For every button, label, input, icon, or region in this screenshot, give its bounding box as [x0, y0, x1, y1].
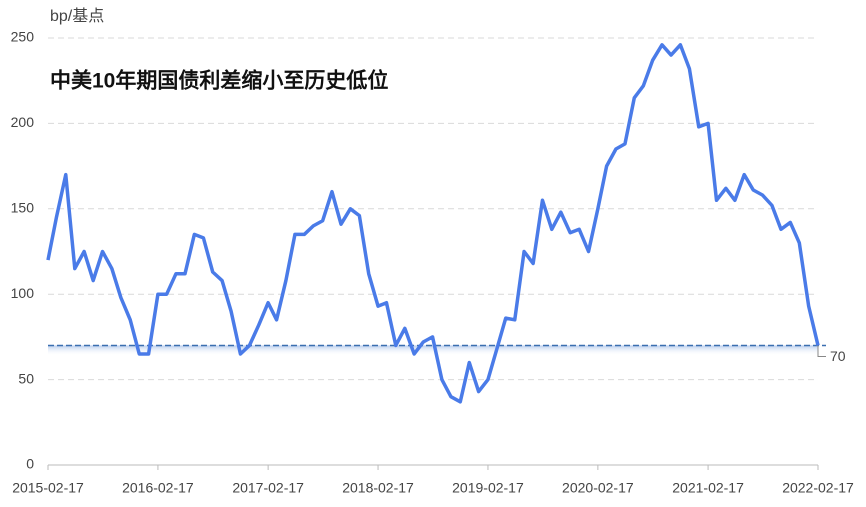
x-tick-label: 2020-02-17: [562, 480, 634, 496]
annotation-leader: [817, 345, 826, 357]
x-tick-label: 2018-02-17: [342, 480, 414, 496]
y-tick-label: 50: [18, 370, 34, 386]
data-line: [46, 43, 820, 404]
x-tick-label: 2016-02-17: [122, 480, 194, 496]
y-tick-label: 200: [11, 114, 35, 130]
y-unit: bp/基点: [50, 7, 104, 25]
annotation-label: 70: [830, 348, 846, 364]
y-tick-label: 100: [11, 285, 35, 301]
x-tick-label: 2015-02-17: [12, 480, 84, 496]
x-tick-label: 2021-02-17: [672, 480, 744, 496]
y-tick-label: 0: [26, 456, 34, 472]
x-tick-label: 2022-02-17: [782, 480, 854, 496]
reference-glow: [48, 345, 818, 356]
x-tick-label: 2017-02-17: [232, 480, 304, 496]
x-tick-label: 2019-02-17: [452, 480, 524, 496]
y-tick-label: 150: [11, 200, 35, 216]
y-tick-label: 250: [11, 29, 35, 45]
chart-title: 中美10年期国债利差缩小至历史低位: [50, 69, 388, 93]
